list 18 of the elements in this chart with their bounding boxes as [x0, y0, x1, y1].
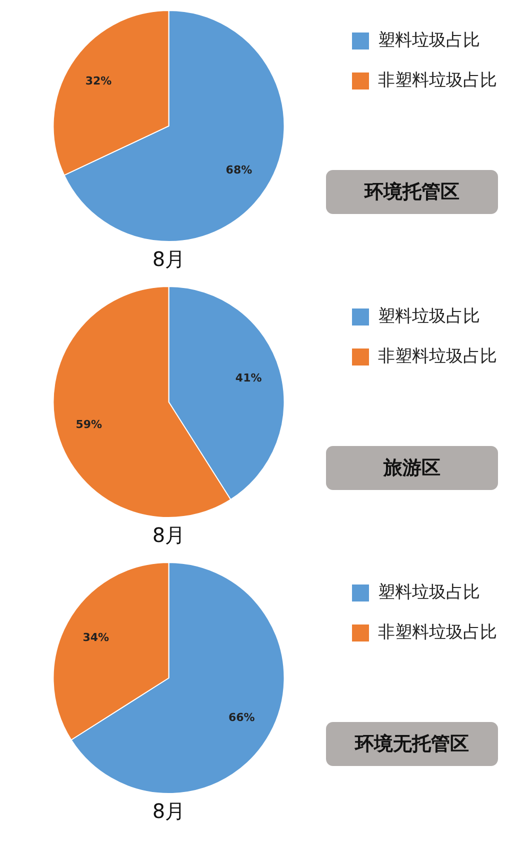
text: 旅游区	[326, 446, 498, 490]
data-label: 34%	[82, 630, 110, 644]
legend-label: 塑料垃圾占比	[378, 582, 480, 602]
text: 8月	[151, 246, 186, 273]
text: 8月	[151, 798, 186, 825]
legend-label: 非塑料垃圾占比	[378, 70, 497, 90]
legend-label: 非塑料垃圾占比	[378, 622, 497, 642]
legend-label: 塑料垃圾占比	[378, 30, 480, 50]
data-label: 68%	[226, 163, 252, 176]
text: 环境托管区	[326, 170, 498, 214]
data-label: 66%	[228, 710, 255, 724]
legend-label: 非塑料垃圾占比	[378, 346, 497, 366]
text: 环境无托管区	[326, 722, 498, 766]
text: 8月	[151, 522, 186, 549]
data-label: 41%	[235, 372, 262, 385]
legend-label: 塑料垃圾占比	[378, 306, 480, 326]
data-label: 32%	[85, 74, 112, 88]
data-label: 59%	[76, 418, 102, 432]
